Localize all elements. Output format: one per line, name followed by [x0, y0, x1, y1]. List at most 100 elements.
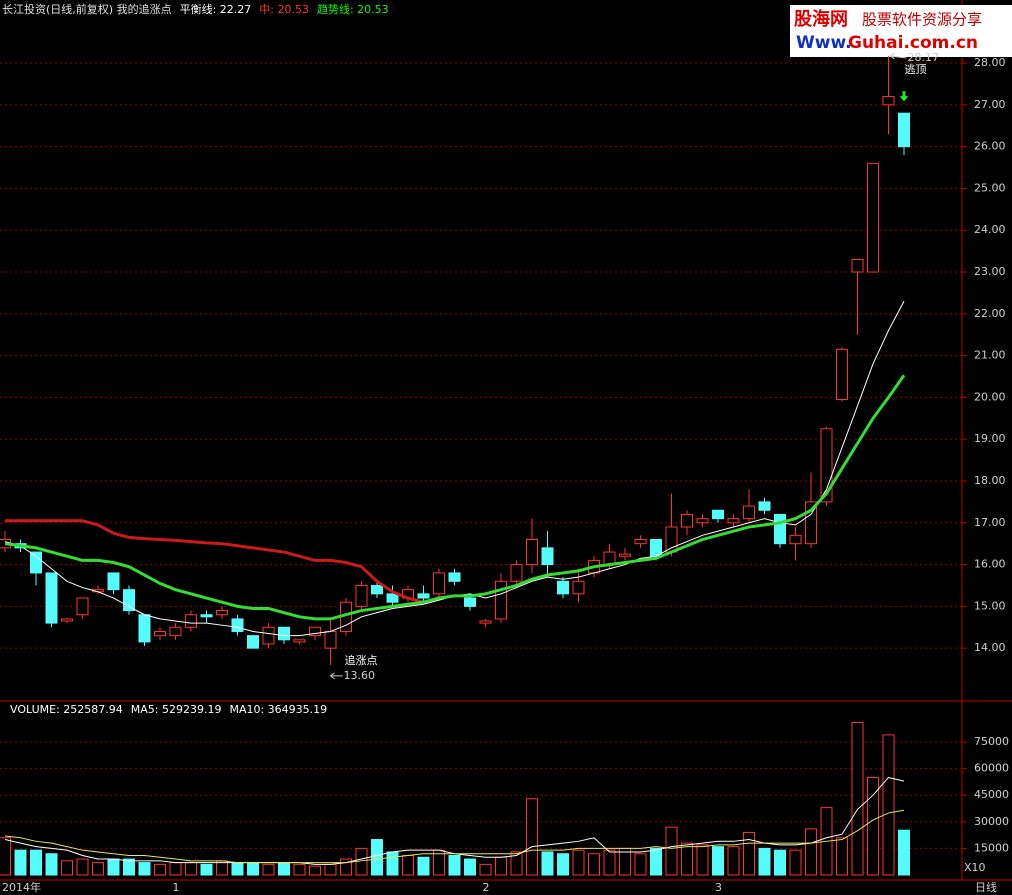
legend-entry: VOLUME: 252587.94: [10, 703, 123, 716]
volume-bar: [14, 849, 27, 876]
volume-bar: [154, 863, 166, 876]
candle-body: [76, 597, 89, 616]
candle-body: [448, 572, 461, 582]
logo-brand: 股海网: [793, 8, 848, 30]
x-tick-label: 3: [715, 881, 722, 894]
x-tick-label: 2014年: [2, 880, 41, 894]
candle-body: [123, 589, 135, 612]
volume-bar: [867, 776, 879, 876]
x-tick-label: 2: [483, 881, 490, 894]
volume-bar: [324, 863, 337, 876]
y-tick-label: 16.00: [974, 558, 1006, 571]
trough-note: 追涨点: [345, 653, 378, 667]
panel-header: 长江投资(日线,前复权) 我的追涨点 平衡线: 22.27 中: 20.53 趋势线:…: [2, 2, 389, 16]
y-tick-label: 28.00: [974, 56, 1006, 69]
candle-body: [820, 428, 833, 503]
y-tick-label: 15000: [974, 841, 1009, 854]
candle-body: [526, 539, 538, 566]
candle-body: [479, 620, 492, 624]
logo-tagline: 股票软件资源分享: [862, 11, 982, 29]
y-tick-label: 75000: [974, 735, 1009, 748]
volume-bar: [495, 856, 507, 876]
volume-bar: [417, 856, 430, 876]
volume-bar: [774, 849, 786, 876]
y-tick-label: 15.00: [974, 599, 1006, 612]
volume-bar: [805, 828, 817, 876]
volume-bar: [727, 846, 740, 876]
volume-bar: [712, 846, 724, 876]
y-tick-label: 18.00: [974, 474, 1006, 487]
indicator-line: [5, 519, 424, 604]
candle-body: [789, 534, 802, 545]
volume-bar: [61, 860, 73, 876]
volume-bar: [898, 829, 910, 876]
candle-body: [464, 597, 476, 607]
volume-bar: [882, 734, 895, 876]
candle-body: [712, 509, 724, 520]
candle-body: [619, 553, 631, 557]
y-tick-label: 24.00: [974, 223, 1006, 236]
volume-bar: [107, 858, 120, 876]
logo-url-prefix: Www.: [796, 33, 852, 53]
y-tick-label: 22.00: [974, 307, 1006, 320]
candle-body: [61, 618, 73, 622]
candle-body: [355, 584, 368, 607]
chart-title: 长江投资(日线,前复权) 我的追涨点: [2, 2, 172, 16]
volume-bar: [681, 842, 693, 876]
volume-bar: [665, 826, 678, 876]
candle-body: [572, 580, 585, 595]
period-label: 日线: [975, 880, 997, 894]
y-tick-label: 14.00: [974, 641, 1006, 654]
legend-entry: 平衡线: 22.27: [180, 2, 252, 16]
legend-entry: MA10: 364935.19: [229, 703, 327, 716]
volume-bar: [510, 851, 523, 876]
y-tick-label: 26.00: [974, 140, 1006, 153]
volume-bar: [572, 849, 585, 876]
volume-bar: [526, 798, 538, 876]
candle-body: [681, 513, 693, 528]
legend-entry: 中: 20.53: [259, 3, 309, 16]
volume-bar: [45, 853, 58, 876]
peak-label: 28.17: [908, 51, 940, 64]
volume-bar: [185, 862, 197, 876]
legend-entry: MA5: 529239.19: [131, 703, 222, 716]
volume-bar: [448, 854, 461, 876]
volume-bar: [169, 862, 182, 876]
volume-bar: [293, 863, 306, 876]
candle-body: [138, 614, 151, 643]
volume-bar: [0, 837, 11, 876]
candle-body: [185, 614, 197, 628]
candle-body: [805, 501, 817, 545]
candle-body: [557, 580, 569, 595]
volume-bar: [138, 862, 151, 876]
volume-bar: [309, 865, 321, 876]
candle-body: [169, 626, 182, 637]
volume-bar: [464, 858, 476, 876]
volume-bar: [386, 851, 399, 876]
volume-bar: [92, 862, 104, 876]
volume-bar: [789, 849, 802, 876]
candle-body: [262, 626, 275, 645]
volume-bar: [650, 847, 662, 876]
volume-bar: [231, 862, 244, 876]
candle-body: [417, 593, 430, 599]
volume-bar: [247, 862, 259, 876]
logo-url: Guhai.com.cn: [848, 33, 978, 53]
candle-body: [696, 518, 709, 524]
candle-body: [309, 626, 321, 637]
volume-bar: [603, 849, 616, 876]
volume-bar: [76, 858, 89, 876]
candle-body: [774, 513, 786, 545]
scale-label: X10: [964, 861, 986, 874]
legend-entry: 趋势线: 20.53: [317, 2, 389, 16]
volume-bar: [371, 839, 383, 876]
volume-bar: [479, 863, 492, 876]
volume-bar: [557, 853, 569, 876]
volume-bar: [340, 858, 352, 876]
trough-label: 13.60: [344, 669, 376, 682]
y-tick-label: 21.00: [974, 349, 1006, 362]
signal-arrow: [899, 91, 909, 102]
candle-body: [851, 258, 864, 273]
